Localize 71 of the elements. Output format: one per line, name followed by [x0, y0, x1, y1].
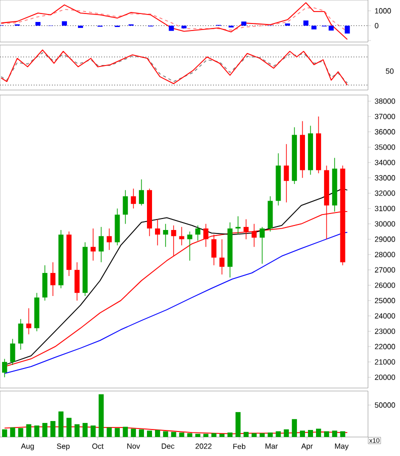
line-series — [0, 2, 348, 40]
bar — [138, 429, 144, 438]
bar — [276, 431, 281, 438]
bar — [50, 421, 56, 438]
bar — [227, 432, 233, 438]
bar — [219, 434, 224, 438]
bar — [114, 428, 120, 438]
bar — [171, 432, 176, 438]
bar — [106, 427, 112, 438]
candlestick — [284, 144, 289, 203]
bar — [90, 426, 96, 438]
candlestick — [90, 228, 96, 262]
candlestick — [179, 226, 184, 246]
candlestick — [50, 262, 56, 296]
bar — [300, 430, 305, 438]
bar — [130, 428, 136, 438]
candlestick — [187, 231, 192, 262]
bar — [58, 411, 64, 438]
candlestick — [2, 358, 8, 378]
candlestick — [98, 226, 104, 263]
bar — [316, 428, 322, 438]
candlestick — [211, 234, 216, 266]
candlestick — [163, 224, 168, 248]
bar — [324, 431, 330, 438]
candlestick — [260, 226, 265, 264]
candlestick — [10, 338, 16, 366]
candlestick — [195, 225, 200, 242]
bar — [268, 432, 273, 438]
bar — [34, 426, 40, 438]
bar — [2, 429, 8, 438]
bar — [122, 426, 128, 438]
bar — [155, 430, 160, 438]
bar — [187, 433, 192, 438]
bar — [26, 424, 32, 438]
bar — [284, 429, 289, 438]
bar — [211, 433, 216, 438]
candlestick — [26, 308, 32, 335]
candlestick — [252, 224, 257, 248]
candlestick — [74, 262, 80, 301]
line-series — [0, 7, 348, 32]
bar — [82, 422, 88, 438]
bar — [195, 434, 200, 438]
candlestick — [122, 190, 128, 224]
bar — [236, 412, 241, 438]
candlestick — [138, 179, 144, 206]
bar — [42, 422, 48, 438]
candlestick — [236, 216, 241, 235]
candlestick — [203, 224, 208, 248]
bar — [244, 432, 249, 438]
bar — [10, 427, 16, 438]
candlestick — [244, 218, 249, 240]
bar — [260, 433, 265, 438]
bar — [292, 419, 297, 438]
bar — [252, 433, 257, 438]
bar — [66, 418, 72, 438]
bar — [74, 424, 80, 438]
candlestick — [171, 225, 176, 256]
bar — [18, 428, 24, 438]
bar — [340, 431, 346, 438]
candlestick — [219, 238, 224, 275]
bar — [203, 434, 208, 438]
bar — [332, 430, 338, 438]
candlestick — [155, 218, 160, 246]
bar — [308, 430, 314, 438]
candlestick — [18, 318, 24, 350]
bar — [163, 431, 168, 438]
candlestick — [106, 228, 112, 250]
bar — [98, 394, 104, 438]
bar — [146, 430, 152, 438]
bar — [179, 432, 184, 438]
candlestick — [130, 188, 136, 209]
